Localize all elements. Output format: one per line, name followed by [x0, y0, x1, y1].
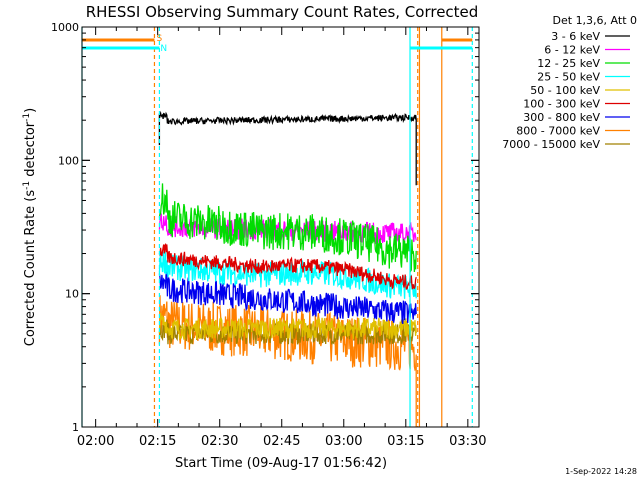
flag-label-n: N	[160, 44, 167, 54]
footer-timestamp: 1-Sep-2022 14:28	[565, 467, 637, 476]
plot-area: SN	[81, 27, 473, 427]
chart-title: RHESSI Observing Summary Count Rates, Co…	[86, 3, 479, 21]
legend-label: 12 - 25 keV	[537, 57, 600, 70]
series-line-4	[158, 312, 417, 341]
x-tick-label: 03:00	[325, 434, 362, 449]
y-tick-label: 10	[65, 288, 79, 301]
legend-label: 25 - 50 keV	[537, 71, 600, 84]
x-tick-label: 02:30	[201, 434, 238, 449]
legend-label: 100 - 300 keV	[523, 98, 600, 111]
x-tick-label: 02:00	[77, 434, 114, 449]
x-tick-label: 03:30	[449, 434, 486, 449]
x-tick-label: 02:45	[263, 434, 300, 449]
series-line-2	[158, 183, 417, 274]
legend-label: 800 - 7000 keV	[516, 125, 600, 138]
x-tick-label: 02:15	[139, 434, 176, 449]
x-tick-label: 03:15	[387, 434, 424, 449]
legend-label: 300 - 800 keV	[523, 111, 600, 124]
axes: 1 10 100 1000 02:00 02:15 02:30 02:45 03:00 03:15…	[51, 21, 487, 449]
legend-label: 6 - 12 keV	[544, 44, 600, 57]
x-axis-label: Start Time (09-Aug-17 01:56:42)	[175, 456, 387, 471]
plot-frame	[81, 26, 480, 428]
legend-label: 3 - 6 keV	[551, 30, 600, 43]
flag-label-s: S	[156, 34, 162, 44]
y-axis-label: Corrected Count Rate (s-1 detector-1)	[22, 108, 38, 346]
y-tick-label: 1000	[51, 21, 79, 34]
series-line-0	[158, 110, 417, 186]
y-tick-label: 100	[58, 154, 79, 167]
y-tick-label: 1	[72, 421, 79, 434]
legend-title: Det 1,3,6, Att 0	[553, 14, 637, 27]
legend-label: 7000 - 15000 keV	[502, 138, 600, 151]
series-line-6	[158, 271, 417, 325]
series-line-5	[158, 242, 417, 291]
series-line-7	[158, 295, 417, 427]
legend-label: 50 - 100 keV	[530, 84, 600, 97]
